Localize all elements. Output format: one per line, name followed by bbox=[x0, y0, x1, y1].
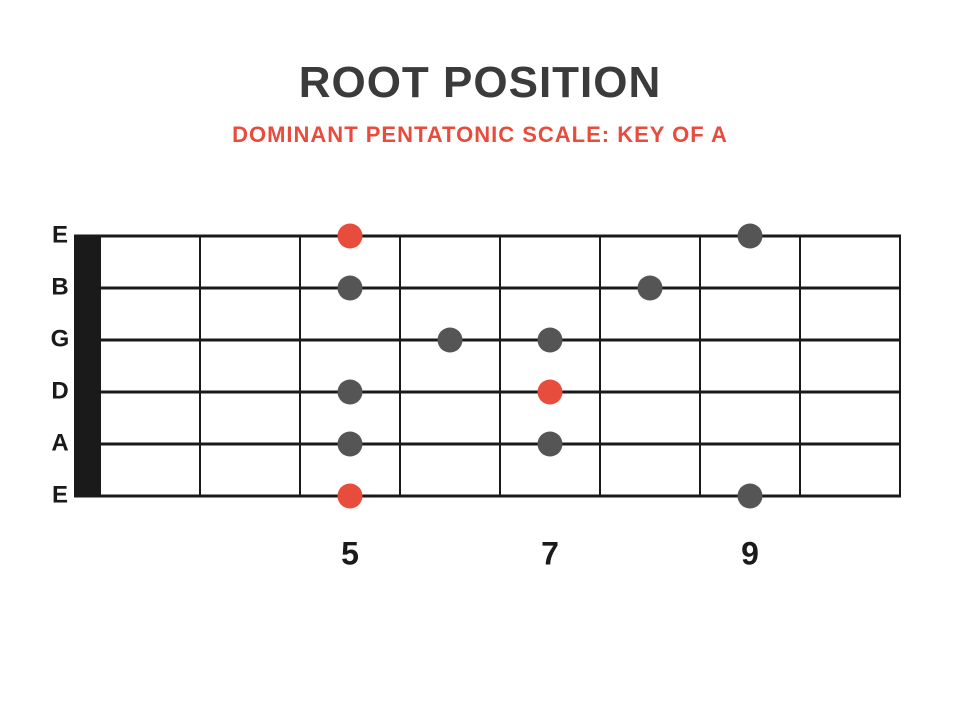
note-dot-root bbox=[538, 380, 563, 405]
fretboard-diagram: EBGDAE579 bbox=[46, 200, 914, 610]
diagram-subtitle: DOMINANT PENTATONIC SCALE: KEY OF A bbox=[0, 122, 960, 148]
string-label: G bbox=[51, 325, 70, 352]
fretboard-nut bbox=[74, 235, 100, 498]
note-dot-root bbox=[338, 224, 363, 249]
note-dot bbox=[738, 224, 763, 249]
string-label: E bbox=[52, 481, 68, 508]
note-dot bbox=[338, 380, 363, 405]
note-dot-root bbox=[338, 484, 363, 509]
fret-label: 9 bbox=[741, 535, 759, 571]
fret-label: 5 bbox=[341, 535, 359, 571]
diagram-title: ROOT POSITION bbox=[0, 58, 960, 108]
fret-label: 7 bbox=[541, 535, 559, 571]
note-dot bbox=[738, 484, 763, 509]
note-dot bbox=[438, 328, 463, 353]
note-dot bbox=[538, 432, 563, 457]
string-label: A bbox=[51, 429, 68, 456]
string-label: E bbox=[52, 221, 68, 248]
note-dot bbox=[338, 276, 363, 301]
diagram-container: ROOT POSITION DOMINANT PENTATONIC SCALE:… bbox=[0, 0, 960, 720]
string-label: B bbox=[51, 273, 68, 300]
note-dot bbox=[538, 328, 563, 353]
note-dot bbox=[638, 276, 663, 301]
string-label: D bbox=[51, 377, 68, 404]
note-dot bbox=[338, 432, 363, 457]
